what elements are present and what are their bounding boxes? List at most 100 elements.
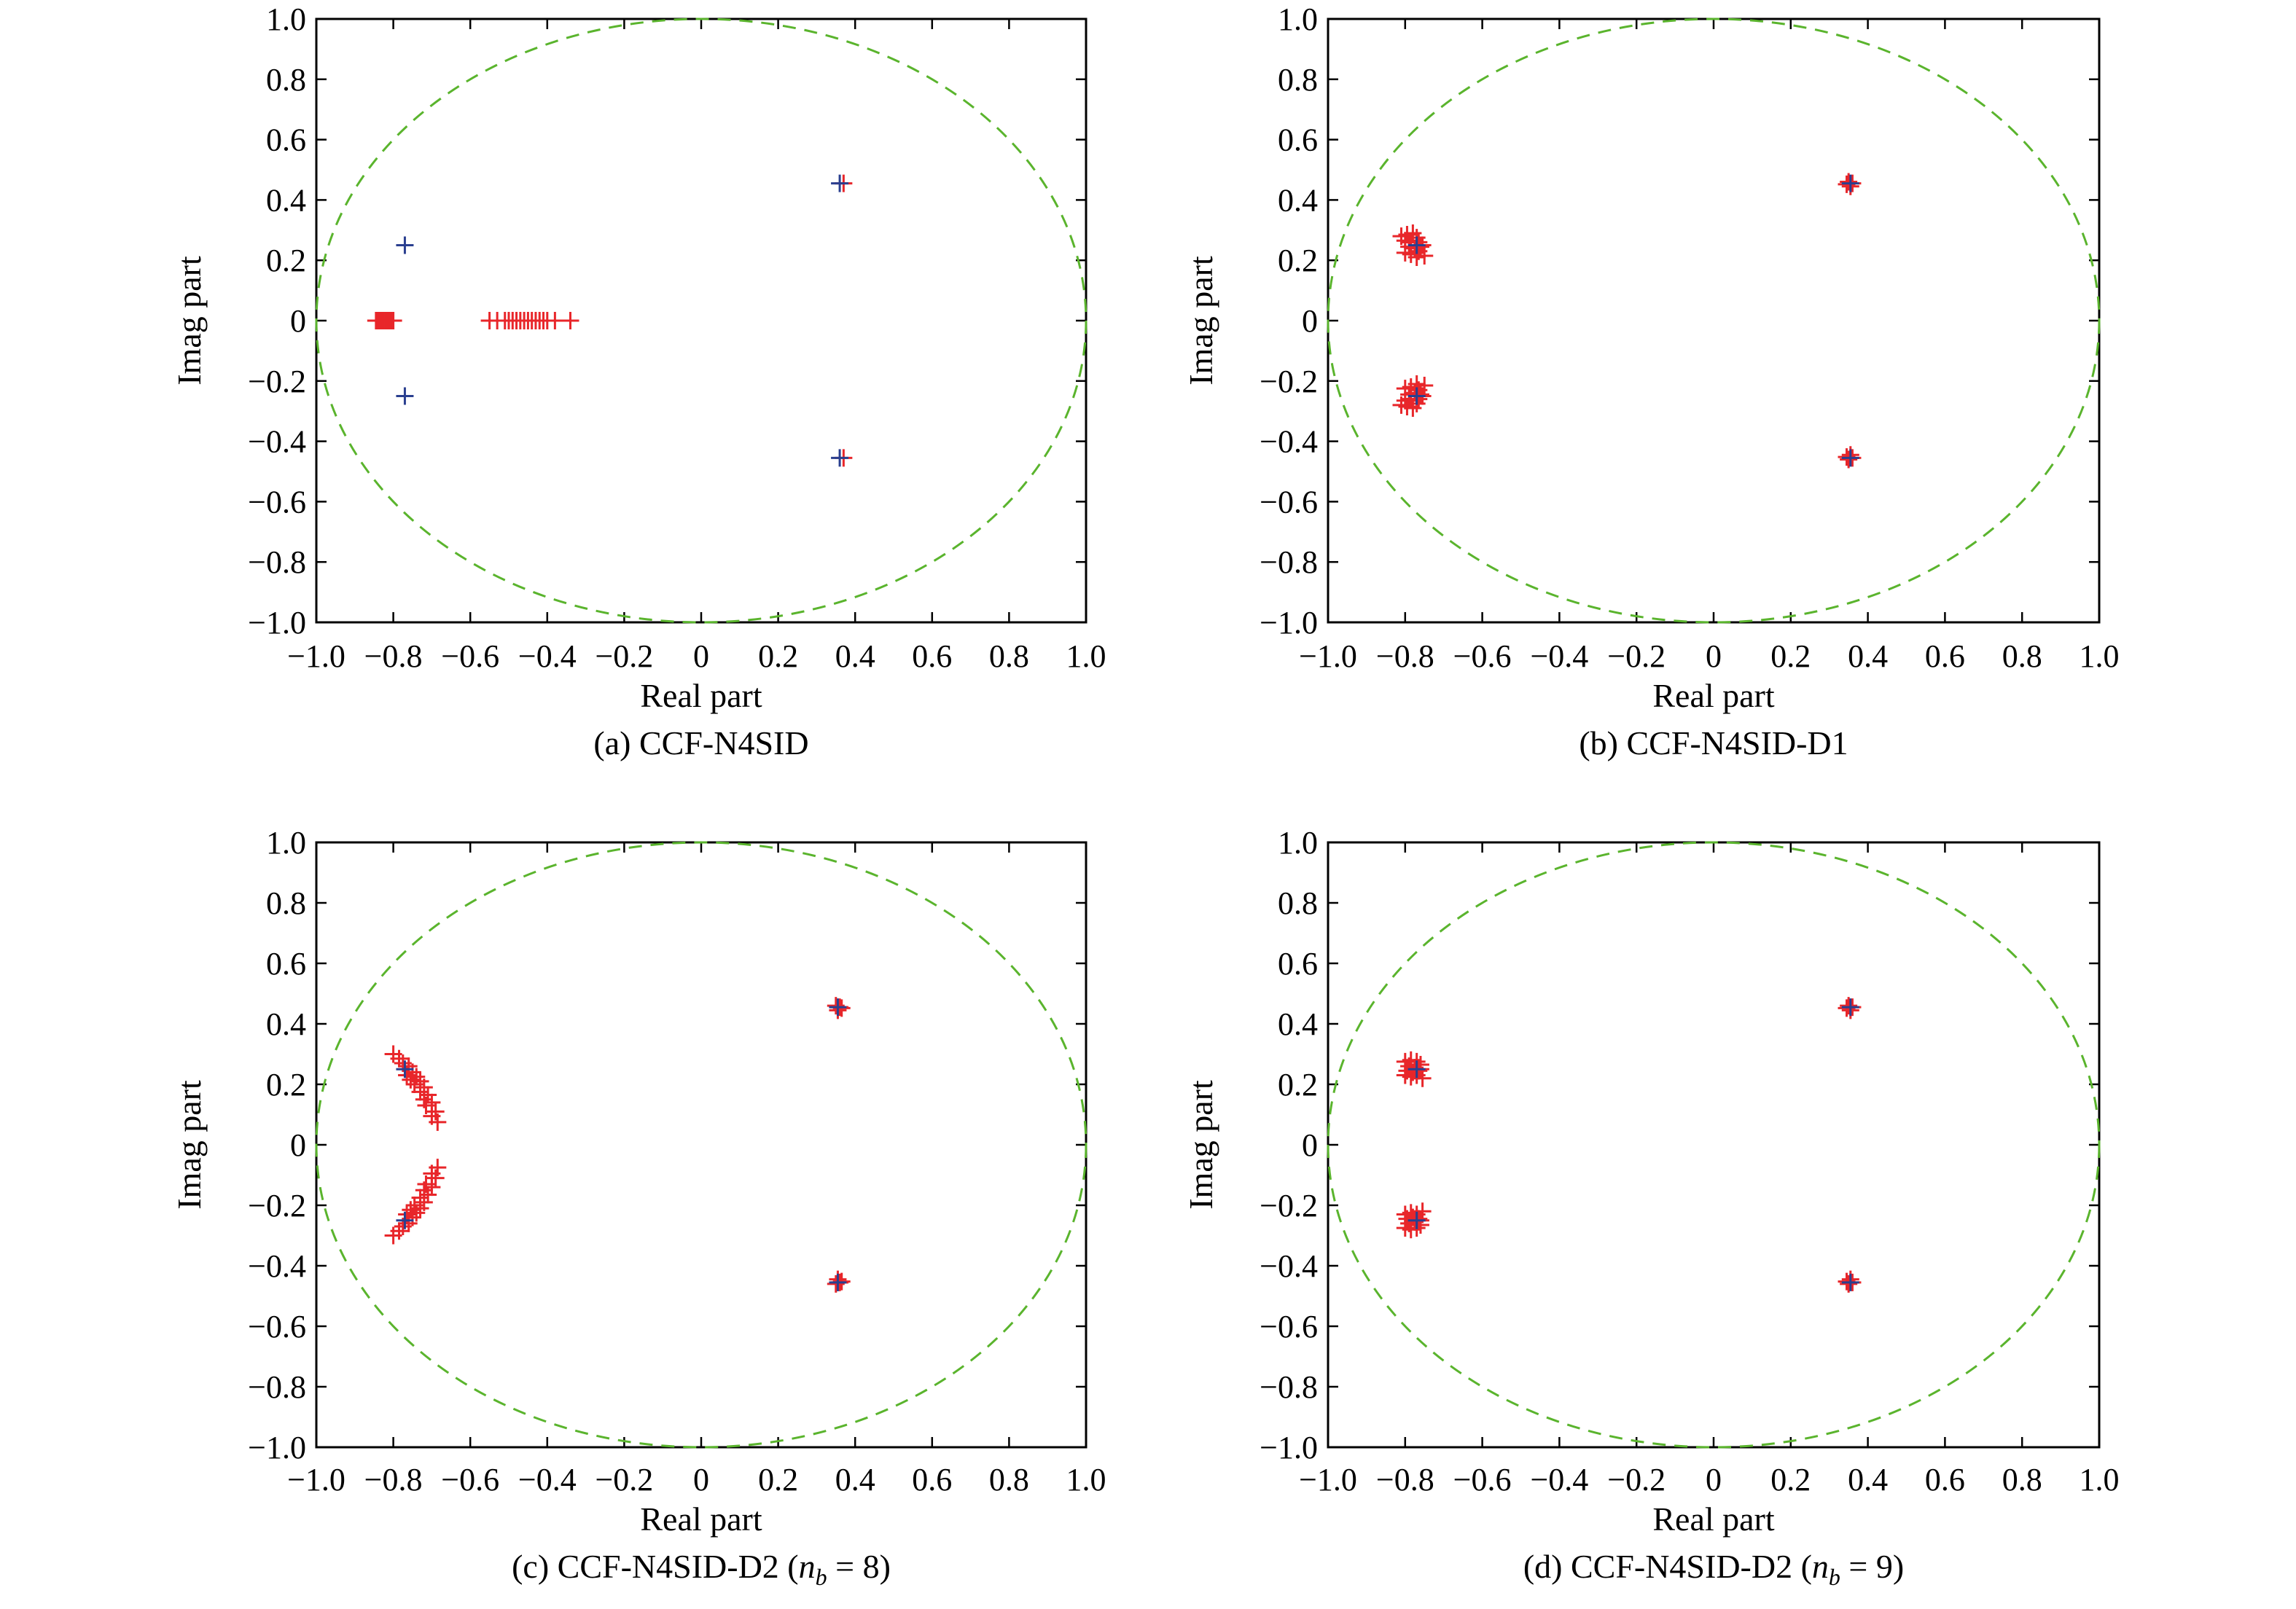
y-tick-label: −0.8 (248, 1369, 306, 1405)
y-tick-label: 1.0 (266, 825, 306, 861)
y-axis-label: Imag part (171, 1080, 208, 1210)
pole-marker (1404, 399, 1422, 418)
x-tick-label: 0.8 (989, 638, 1029, 674)
y-tick-label: 0.6 (1278, 122, 1318, 158)
x-tick-label: −0.2 (595, 1462, 653, 1498)
panel-caption: (d) CCF-N4SID-D2 (nb = 9) (1523, 1548, 1904, 1590)
panel-caption: (b) CCF-N4SID-D1 (1579, 724, 1848, 762)
series-1 (396, 174, 849, 467)
y-axis-label: Imag part (1182, 1080, 1219, 1210)
x-tick-label: 0 (1706, 638, 1722, 674)
pole-marker (1407, 1060, 1426, 1078)
y-tick-label: −1.0 (248, 605, 306, 641)
pole-marker (396, 236, 414, 254)
x-tick-label: 0.4 (1848, 638, 1888, 674)
y-tick-label: −0.2 (1260, 1188, 1318, 1224)
y-tick-label: −0.2 (1260, 364, 1318, 399)
series-1 (396, 998, 847, 1291)
x-tick-label: 0.4 (1848, 1462, 1888, 1498)
y-tick-label: 0.6 (1278, 946, 1318, 982)
pole-marker (396, 1211, 414, 1229)
y-tick-label: 0.4 (266, 1006, 306, 1042)
series-0 (384, 997, 851, 1293)
x-axis-label: Real part (1652, 1500, 1775, 1538)
pole-marker (426, 1169, 445, 1187)
plot-panel-a: −1.0 −0.8 −0.6 −0.4 −0.2 0 0.2 0.4 0.6 0.8 1.0 1.0 0… (171, 1, 1106, 762)
pole-marker (546, 312, 564, 329)
x-tick-label: 1.0 (2080, 1462, 2120, 1498)
x-tick-label: −0.2 (1607, 1462, 1666, 1498)
pole-marker (1841, 998, 1859, 1017)
series-1 (1407, 998, 1859, 1291)
x-tick-label: −1.0 (1299, 638, 1357, 674)
pole-marker (1416, 246, 1434, 265)
y-tick-label: 0.4 (266, 182, 306, 218)
pole-marker (417, 1175, 435, 1193)
pole-marker (1416, 377, 1434, 395)
pole-marker (1407, 387, 1426, 405)
y-tick-label: 0.2 (1278, 1067, 1318, 1103)
x-tick-label: −0.2 (1607, 638, 1666, 674)
pole-marker (1841, 449, 1859, 467)
x-tick-label: 0.6 (1925, 1462, 1965, 1498)
x-tick-label: 0.4 (835, 1462, 875, 1498)
y-tick-label: −0.4 (1260, 424, 1318, 460)
pole-marker (831, 449, 849, 467)
panel-caption: (a) CCF-N4SID (593, 724, 808, 762)
unit-circle (1327, 841, 2101, 1449)
y-tick-label: −0.6 (1260, 484, 1318, 520)
pole-marker (419, 1086, 437, 1104)
y-tick-label: 1.0 (266, 1, 306, 37)
y-tick-label: −1.0 (1260, 1430, 1318, 1465)
series-0 (1392, 173, 1862, 469)
x-tick-label: −0.6 (1453, 638, 1512, 674)
pole-marker (1413, 1202, 1432, 1221)
pole-marker (426, 1103, 445, 1121)
pole-marker (831, 174, 849, 192)
pole-marker (402, 1070, 420, 1089)
y-tick-label: −0.6 (248, 1309, 306, 1344)
y-tick-label: 0.8 (1278, 885, 1318, 921)
y-tick-label: −0.4 (248, 1248, 306, 1284)
y-tick-label: −0.8 (248, 544, 306, 580)
y-tick-label: 0.4 (1278, 182, 1318, 218)
pole-marker (829, 1273, 847, 1291)
series-1 (1407, 174, 1859, 467)
y-axis-label: Imag part (171, 256, 208, 385)
x-tick-label: −0.8 (1376, 1462, 1434, 1498)
x-tick-label: −0.4 (1530, 638, 1588, 674)
pole-marker (396, 1060, 414, 1078)
x-tick-label: −1.0 (287, 1462, 345, 1498)
axes-frame (315, 841, 1088, 1449)
x-tick-label: 0.2 (758, 638, 798, 674)
pole-marker (1404, 224, 1422, 242)
x-tick-label: 0.2 (758, 1462, 798, 1498)
x-tick-label: 1.0 (2080, 638, 2120, 674)
x-tick-label: 0.6 (1925, 638, 1965, 674)
x-tick-label: −0.4 (1530, 1462, 1588, 1498)
x-tick-label: 0.4 (835, 638, 875, 674)
x-axis-label: Real part (640, 677, 762, 714)
unit-circle (1327, 17, 2101, 624)
pole-marker (1840, 997, 1858, 1015)
pole-marker (396, 387, 414, 405)
y-tick-label: 0 (1302, 303, 1318, 339)
y-tick-label: −1.0 (1260, 605, 1318, 641)
panel-caption: (c) CCF-N4SID-D2 (nb = 8) (512, 1548, 891, 1590)
y-tick-label: −0.8 (1260, 1369, 1318, 1405)
y-tick-label: 0 (290, 303, 306, 339)
y-tick-label: 1.0 (1278, 825, 1318, 861)
x-tick-label: 0.2 (1770, 1462, 1811, 1498)
y-tick-label: 1.0 (1278, 1, 1318, 37)
y-tick-label: 0.2 (266, 243, 306, 278)
x-tick-label: −0.4 (518, 1462, 577, 1498)
plot-panel-d: −1.0 −0.8 −0.6 −0.4 −0.2 0 0.2 0.4 0.6 0.8 1.0 1.0 0… (1182, 825, 2120, 1590)
x-tick-label: 0.6 (912, 638, 952, 674)
x-tick-label: −1.0 (1299, 1462, 1357, 1498)
y-tick-label: −1.0 (248, 1430, 306, 1465)
pole-marker (1840, 1275, 1858, 1293)
y-tick-label: 0.6 (266, 946, 306, 982)
x-tick-label: 0.6 (912, 1462, 952, 1498)
pole-marker (561, 312, 579, 329)
